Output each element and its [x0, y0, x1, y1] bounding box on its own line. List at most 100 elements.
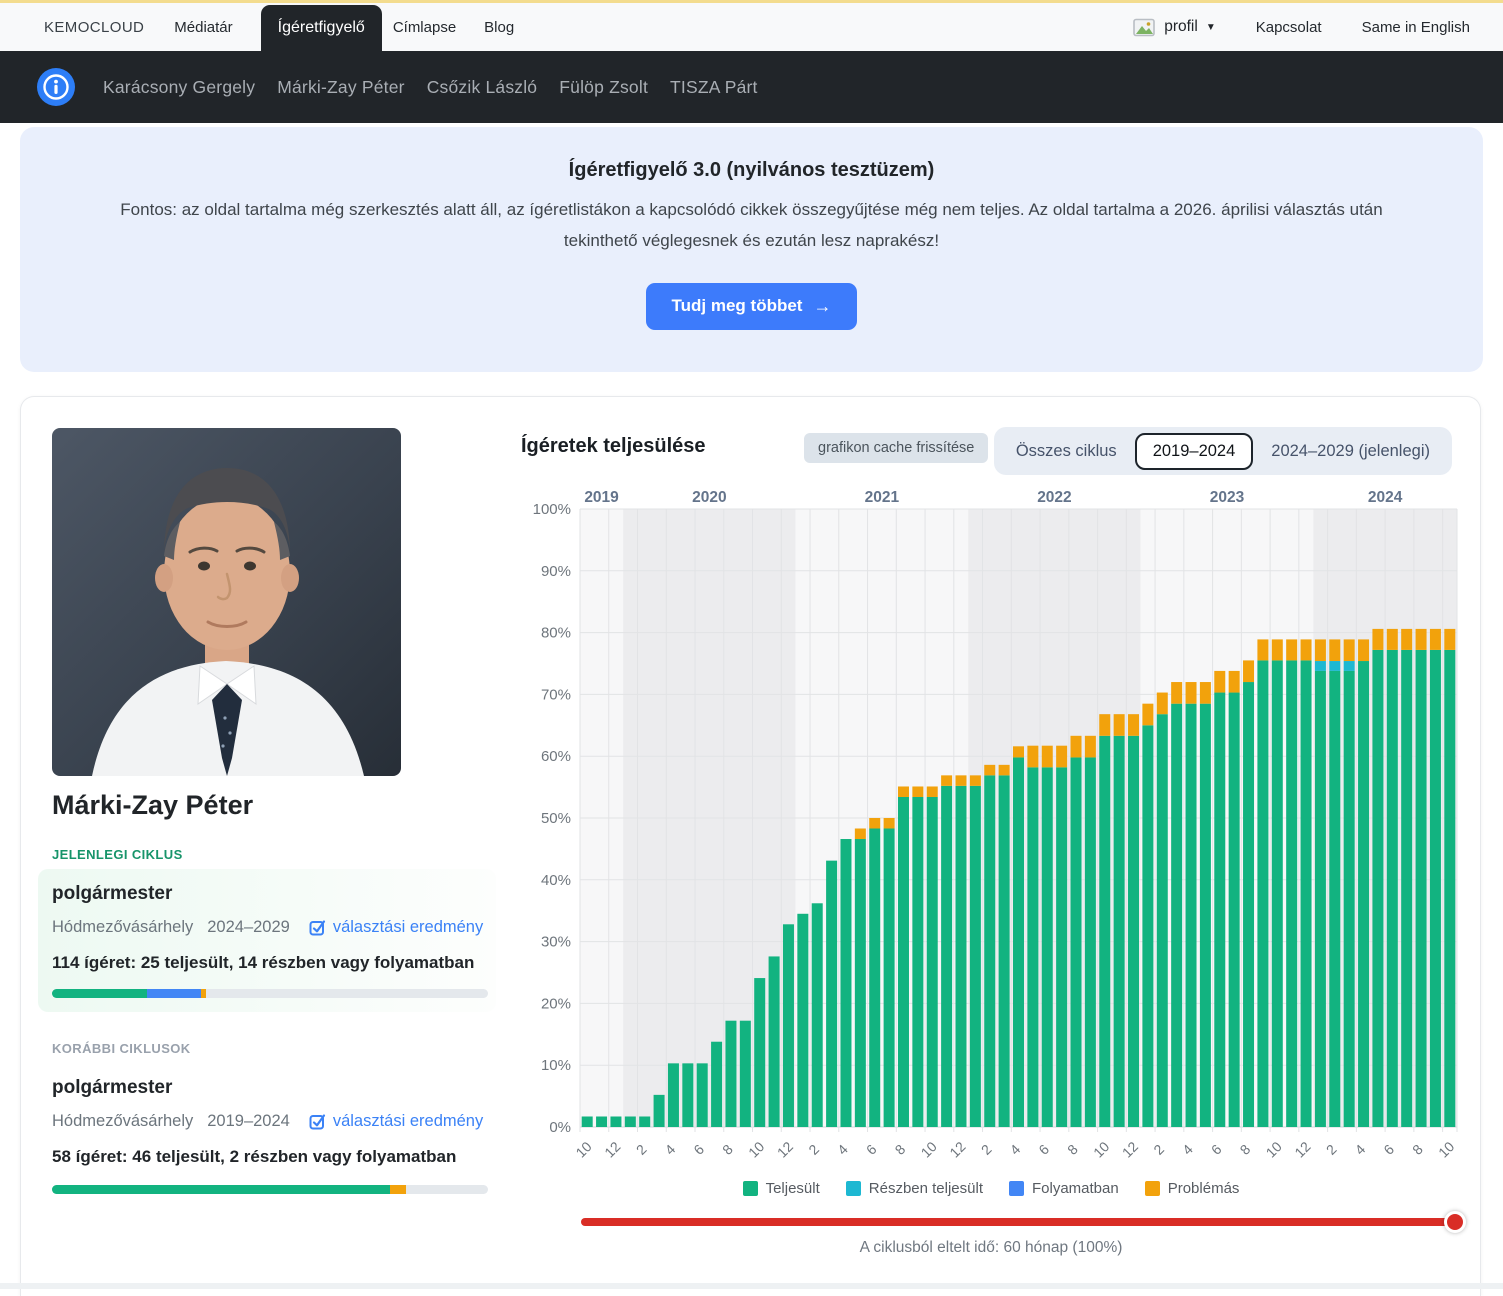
svg-text:8: 8	[1064, 1141, 1081, 1158]
svg-text:30%: 30%	[541, 934, 571, 951]
svg-text:8: 8	[1237, 1141, 1254, 1158]
tab-2019-2024[interactable]: 2019–2024	[1134, 432, 1254, 470]
checkbox-icon	[309, 920, 325, 936]
previous-summary: 58 ígéret: 46 teljesült, 2 részben vagy …	[52, 1147, 457, 1166]
svg-text:4: 4	[1352, 1141, 1369, 1158]
svg-text:10: 10	[1263, 1138, 1285, 1160]
person-link-karacsony[interactable]: Karácsony Gergely	[103, 76, 256, 97]
svg-text:2020: 2020	[692, 489, 726, 506]
svg-text:12: 12	[1119, 1138, 1141, 1160]
current-election-result-link[interactable]: választási eredmény	[309, 918, 483, 937]
previous-progress-bar	[52, 1185, 488, 1194]
svg-text:4: 4	[1007, 1141, 1024, 1158]
previous-city: Hódmezővásárhely	[52, 1112, 194, 1130]
legend-label: Folyamatban	[1032, 1180, 1119, 1197]
nav-item-cimlapse[interactable]: Címlapse	[392, 18, 457, 36]
person-link-csozik[interactable]: Csőzik László	[426, 76, 538, 97]
svg-text:50%: 50%	[541, 810, 571, 827]
person-link-markizay[interactable]: Márki-Zay Péter	[277, 76, 405, 97]
language-switch-link[interactable]: Same in English	[1361, 18, 1470, 36]
svg-text:60%: 60%	[541, 748, 571, 765]
svg-text:80%: 80%	[541, 625, 571, 642]
svg-text:6: 6	[1380, 1141, 1397, 1158]
broken-image-icon	[1133, 18, 1156, 36]
svg-text:10: 10	[918, 1138, 940, 1160]
legend-swatch-icon	[845, 1181, 861, 1196]
cycle-tabs: Összes ciklus 2019–2024 2024–2029 (jelen…	[993, 427, 1452, 475]
top-navbar: KEMOCLOUD Médiatár Ígéretfigyelő Címlaps…	[0, 3, 1503, 51]
hero-text: Fontos: az oldal tartalma még szerkeszté…	[52, 194, 1452, 257]
svg-text:2022: 2022	[1037, 489, 1071, 506]
refresh-cache-button[interactable]: grafikon cache frissítése	[804, 433, 989, 463]
previous-election-result-label: választási eredmény	[332, 1112, 484, 1130]
learn-more-button[interactable]: Tudj meg többet →	[645, 282, 858, 330]
profile-card: Márki-Zay Péter JELENLEGI CIKLUS polgárm…	[20, 396, 1481, 1296]
legend-label: Teljesült	[765, 1180, 820, 1197]
nav-item-kapcsolat[interactable]: Kapcsolat	[1255, 18, 1322, 36]
current-cycle-panel	[38, 869, 496, 1012]
svg-text:4: 4	[834, 1141, 851, 1158]
svg-text:2: 2	[1323, 1141, 1340, 1158]
profile-menu[interactable]: profil ▼	[1133, 18, 1216, 37]
nav-item-blog[interactable]: Blog	[484, 18, 515, 36]
legend-label: Részben teljesült	[868, 1180, 983, 1197]
previous-election-result-link[interactable]: választási eredmény	[309, 1112, 483, 1131]
chevron-down-icon: ▼	[1205, 21, 1216, 33]
legend-label: Problémás	[1167, 1180, 1240, 1197]
svg-text:2019: 2019	[584, 489, 619, 506]
elapsed-time-knob[interactable]	[1444, 1211, 1466, 1233]
hero-title: Ígéretfigyelő 3.0 (nyilvános tesztüzem)	[568, 159, 935, 181]
svg-text:2023: 2023	[1210, 489, 1245, 506]
nav-item-mediatar[interactable]: Médiatár	[174, 18, 233, 36]
svg-text:4: 4	[662, 1141, 679, 1158]
svg-text:6: 6	[1208, 1141, 1225, 1158]
legend-item: Folyamatban	[1009, 1180, 1119, 1197]
legend-swatch-icon	[1144, 1181, 1160, 1196]
current-term: 2024–2029	[207, 918, 290, 936]
hero-text-line2: tekinthető véglegesnek és ezután lesz na…	[563, 231, 940, 251]
current-progress-blue	[147, 989, 202, 998]
svg-text:2: 2	[805, 1141, 822, 1158]
hero-text-line1: Fontos: az oldal tartalma még szerkeszté…	[120, 200, 1383, 219]
previous-progress-orange	[390, 1185, 406, 1194]
person-navbar: Karácsony Gergely Márki-Zay Péter Csőzik…	[0, 51, 1503, 123]
person-name: Márki-Zay Péter	[52, 790, 254, 820]
svg-text:12: 12	[1291, 1138, 1313, 1160]
svg-text:10: 10	[745, 1138, 767, 1160]
previous-position: polgármester	[52, 1077, 173, 1098]
svg-text:20%: 20%	[541, 995, 571, 1012]
svg-text:100%: 100%	[533, 501, 571, 518]
person-link-fulop[interactable]: Fülöp Zsolt	[559, 76, 649, 97]
svg-text:90%: 90%	[541, 563, 571, 580]
svg-text:2021: 2021	[865, 489, 900, 506]
svg-text:2: 2	[1150, 1141, 1167, 1158]
tab-2024-2029[interactable]: 2024–2029 (jelenlegi)	[1271, 441, 1430, 460]
current-position: polgármester	[52, 883, 173, 904]
nav-item-igeretfigyelo-active[interactable]: Ígéretfigyelő	[260, 5, 382, 51]
brand-kemocloud[interactable]: KEMOCLOUD	[44, 18, 145, 36]
tab-all-cycles[interactable]: Összes ciklus	[1015, 441, 1117, 460]
svg-text:0%: 0%	[549, 1119, 571, 1136]
svg-text:2024: 2024	[1368, 489, 1403, 506]
previous-progress-green	[52, 1185, 391, 1194]
svg-text:40%: 40%	[541, 872, 571, 889]
top-accent-bar	[0, 0, 1503, 3]
svg-text:10: 10	[572, 1138, 594, 1160]
current-progress-bar	[52, 989, 488, 998]
svg-text:6: 6	[690, 1141, 707, 1158]
current-cycle-label: JELENLEGI CIKLUS	[52, 847, 183, 862]
profile-photo	[52, 428, 401, 776]
svg-text:10%: 10%	[541, 1057, 571, 1074]
previous-cycles-label: KORÁBBI CIKLUSOK	[52, 1041, 191, 1056]
svg-text:70%: 70%	[541, 686, 571, 703]
legend-item: Teljesült	[742, 1180, 820, 1197]
svg-text:6: 6	[1035, 1141, 1052, 1158]
current-progress-green	[52, 989, 148, 998]
svg-text:12: 12	[774, 1138, 796, 1160]
info-icon[interactable]	[37, 68, 75, 106]
legend-swatch-icon	[742, 1181, 758, 1196]
svg-text:12: 12	[601, 1138, 623, 1160]
person-link-tisza[interactable]: TISZA Párt	[670, 76, 758, 97]
current-progress-orange	[201, 989, 207, 998]
legend-swatch-icon	[1009, 1181, 1024, 1196]
